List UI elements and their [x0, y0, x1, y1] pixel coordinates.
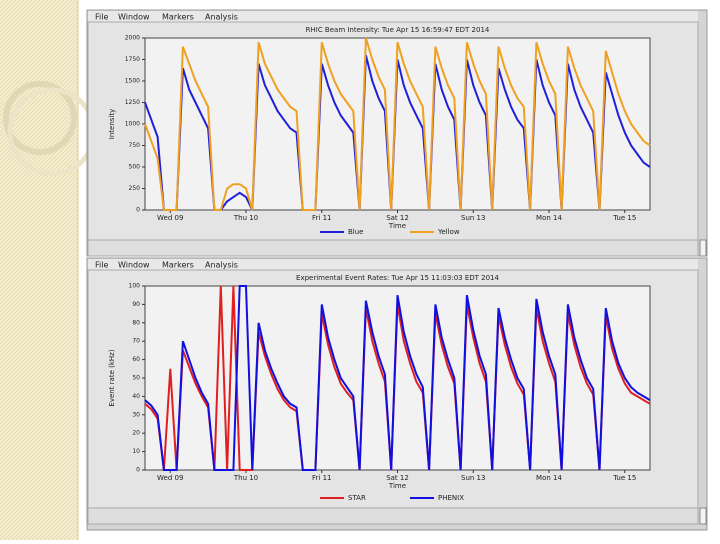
y-tick-label: 60	[132, 356, 140, 363]
x-tick-label: Sun 13	[461, 474, 485, 482]
legend-label: Yellow	[437, 228, 460, 236]
menu-bar	[88, 11, 698, 22]
y-tick-label: 250	[129, 185, 141, 192]
y-tick-label: 0	[136, 207, 140, 214]
windows: File Window Markers Analysis RHIC Beam Inten…	[86, 9, 708, 531]
y-axis-label: Event rate (kHz)	[108, 349, 116, 406]
menu-item: Window	[118, 13, 150, 22]
legend-label: PHENIX	[438, 494, 464, 502]
slide-decoration	[0, 0, 78, 540]
menu-item: Markers	[162, 13, 194, 22]
menu-item: Analysis	[205, 261, 238, 270]
x-tick-label: Sat 12	[386, 214, 409, 222]
menu-item: File	[95, 261, 108, 270]
y-tick-label: 30	[132, 411, 140, 418]
y-tick-label: 10	[132, 448, 140, 455]
series-line	[144, 37, 651, 211]
y-tick-label: 100	[129, 283, 141, 290]
menu-item: Markers	[162, 261, 194, 270]
menu-item: File	[95, 13, 108, 22]
x-tick-label: Fri 11	[312, 474, 331, 482]
scrollbar	[699, 239, 707, 257]
x-tick-label: Thu 10	[233, 474, 258, 482]
y-tick-label: 1000	[125, 121, 140, 128]
x-tick-label: Thu 10	[233, 214, 258, 222]
decor-circle	[3, 81, 77, 155]
x-axis-label: Time	[388, 222, 406, 230]
menu-item: Analysis	[205, 13, 238, 22]
x-tick-label: Tue 15	[612, 474, 636, 482]
scrollbar	[699, 507, 707, 525]
y-axis-label: Intensity	[108, 109, 116, 139]
x-tick-label: Mon 14	[536, 474, 562, 482]
menu-item: Window	[118, 261, 150, 270]
y-tick-label: 40	[132, 393, 140, 400]
y-tick-label: 0	[136, 467, 140, 474]
y-tick-label: 2000	[125, 35, 140, 42]
x-tick-label: Fri 11	[312, 214, 331, 222]
chart-title: Experimental Event Rates: Tue Apr 15 11:…	[296, 274, 499, 282]
legend-label: Blue	[348, 228, 364, 236]
legend-label: STAR	[348, 494, 366, 502]
y-tick-label: 1750	[125, 56, 140, 63]
status-bar	[87, 239, 699, 257]
chart-title: RHIC Beam Intensity: Tue Apr 15 16:59:47…	[306, 26, 490, 34]
status-bar	[87, 507, 699, 525]
x-tick-label: Sat 12	[386, 474, 409, 482]
y-tick-label: 750	[129, 142, 141, 149]
x-axis-label: Time	[388, 482, 406, 490]
y-tick-label: 1250	[125, 99, 140, 106]
y-tick-label: 80	[132, 319, 140, 326]
y-tick-label: 20	[132, 430, 140, 437]
y-tick-label: 1500	[125, 78, 140, 85]
y-tick-label: 500	[129, 164, 141, 171]
series-line	[144, 285, 651, 471]
x-tick-label: Tue 15	[612, 214, 636, 222]
x-tick-label: Sun 13	[461, 214, 485, 222]
menu-bar	[88, 259, 698, 270]
x-tick-label: Wed 09	[157, 214, 183, 222]
x-tick-label: Mon 14	[536, 214, 562, 222]
y-tick-label: 70	[132, 338, 140, 345]
x-tick-label: Wed 09	[157, 474, 183, 482]
y-tick-label: 90	[132, 301, 140, 308]
y-tick-label: 50	[132, 375, 140, 382]
